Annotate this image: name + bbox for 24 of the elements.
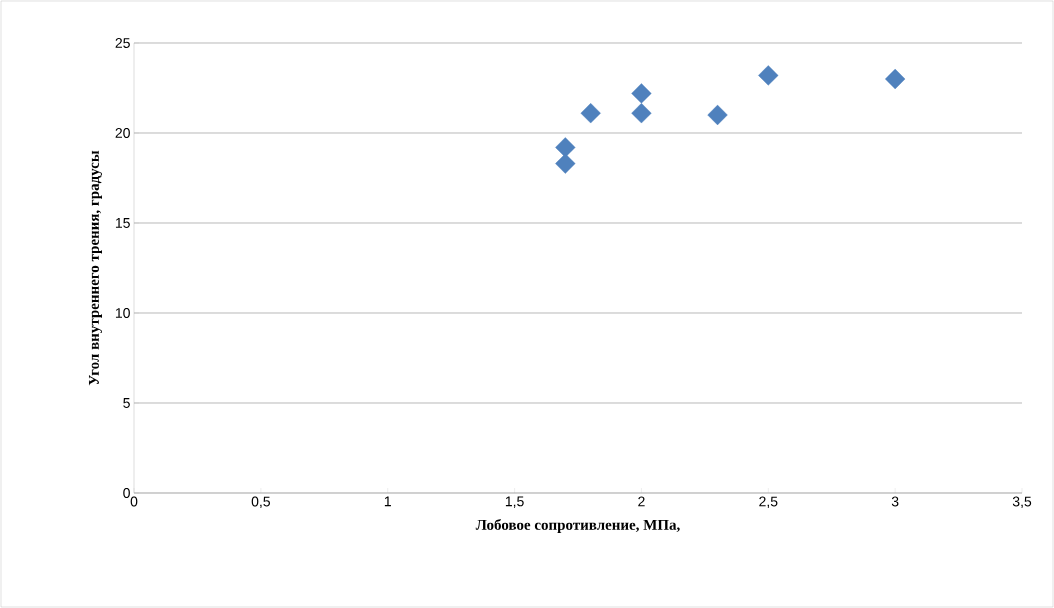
point: [707, 104, 728, 126]
point: [885, 68, 906, 90]
point: [555, 153, 576, 174]
point: [580, 103, 601, 124]
x-tick-label: 0,5: [251, 496, 271, 509]
x-tick-label: 3,5: [1012, 496, 1032, 509]
point: [631, 103, 652, 124]
y-axis-title: Угол внутреннего трения, градусы: [88, 150, 103, 386]
x-axis-title: Лобовое сопротивление, МПа,: [475, 518, 680, 533]
x-tick-label: 3: [891, 496, 899, 507]
y-tick-label: 5: [123, 398, 130, 408]
x-tick-label: 2,5: [759, 496, 778, 509]
y-tick-label: 25: [115, 38, 130, 48]
y-tick-label: 0: [123, 488, 130, 498]
y-tick-label: 20: [115, 128, 130, 138]
point: [555, 137, 576, 158]
point: [758, 65, 779, 86]
x-tick-label: 1,5: [505, 496, 524, 508]
y-tick-label: 10: [115, 308, 130, 318]
x-tick-label: 0: [130, 496, 138, 507]
point: [631, 83, 652, 104]
x-tick-label: 1: [384, 496, 391, 507]
x-tick-label: 2: [638, 496, 645, 507]
y-tick-label: 15: [115, 218, 130, 228]
